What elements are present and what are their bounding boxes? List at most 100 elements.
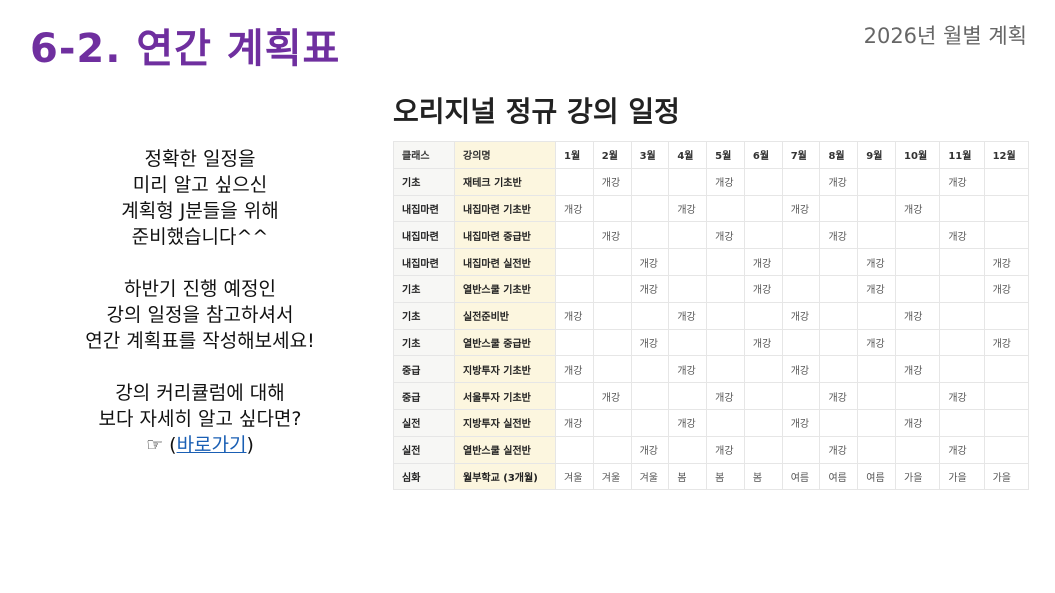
table-row: 기초 재테크 기초반 개강 개강 개강 개강 <box>393 167 1030 196</box>
month-cell: 개강 <box>983 328 1030 357</box>
month-cell <box>668 382 708 410</box>
course-name-cell: 열반스쿨 기초반 <box>454 274 556 303</box>
month-cell <box>630 382 670 410</box>
month-cell <box>857 355 897 384</box>
month-cell <box>743 221 783 250</box>
month-cell <box>630 355 670 384</box>
table-row: 기초 열반스쿨 기초반 개강 개강 개강 개강 <box>393 274 1030 303</box>
month-cell <box>819 301 859 330</box>
month-cell <box>706 355 745 384</box>
intro-line: 연간 계획표를 작성해보세요! <box>85 330 315 352</box>
month-cell: 개강 <box>743 274 783 303</box>
class-cell: 내집마련 <box>393 248 455 276</box>
month-cell <box>857 194 897 223</box>
month-cell <box>555 248 594 276</box>
month-cell <box>706 328 745 357</box>
month-cell <box>819 248 859 276</box>
month-cell <box>939 355 985 384</box>
month-cell <box>630 408 670 437</box>
month-cell <box>781 221 821 250</box>
month-cell: 개강 <box>630 435 670 464</box>
month-cell <box>630 167 670 196</box>
month-cell <box>592 328 632 357</box>
month-cell <box>592 435 632 464</box>
course-name-cell: 열반스쿨 중급반 <box>454 328 556 357</box>
month-cell: 개강 <box>939 221 985 250</box>
class-cell: 기초 <box>393 274 455 303</box>
intro-line: 준비했습니다^^ <box>131 226 269 248</box>
month-cell: 개강 <box>592 382 632 410</box>
month-cell <box>668 328 708 357</box>
month-cell: 개강 <box>857 328 897 357</box>
link-close: ) <box>246 434 254 456</box>
month-cell: 개강 <box>555 355 594 384</box>
table-row: 내집마련 내집마련 실전반 개강 개강 개강 개강 <box>393 248 1030 276</box>
month-cell: 개강 <box>630 248 670 276</box>
month-cell: 겨울 <box>592 462 632 491</box>
month-cell: 개강 <box>819 221 859 250</box>
month-cell <box>895 382 941 410</box>
column-header: 1월 <box>555 141 594 169</box>
month-cell <box>895 248 941 276</box>
schedule-table: 클래스 강의명 1월 2월 3월 4월 5월 6월 7월 8월 9월 10월 11월 12월 기초 재테크 … <box>393 141 1030 491</box>
month-cell <box>939 328 985 357</box>
month-cell: 개강 <box>706 221 745 250</box>
month-cell <box>706 408 745 437</box>
course-name-cell: 지방투자 기초반 <box>454 355 556 384</box>
intro-line: 계획형 J분들을 위해 <box>121 200 279 222</box>
month-cell <box>939 248 985 276</box>
month-cell <box>592 248 632 276</box>
month-cell <box>743 382 783 410</box>
month-cell: 개강 <box>939 167 985 196</box>
table-row: 심화 월부학교 (3개월) 겨울 겨울 겨울 봄 봄 봄 여름 여름 여름 가을 가을 가을 <box>393 462 1030 491</box>
month-cell <box>781 167 821 196</box>
month-cell <box>555 382 594 410</box>
column-header: 2월 <box>592 141 632 169</box>
month-cell: 개강 <box>555 301 594 330</box>
month-cell <box>781 435 821 464</box>
table-row: 기초 실전준비반 개강 개강 개강 개강 <box>393 301 1030 330</box>
month-cell: 봄 <box>743 462 783 491</box>
month-cell <box>706 301 745 330</box>
month-cell: 개강 <box>743 328 783 357</box>
month-cell <box>895 328 941 357</box>
intro-line: 강의 커리큘럼에 대해 <box>115 382 285 404</box>
month-cell <box>895 221 941 250</box>
course-name-cell: 월부학교 (3개월) <box>454 462 556 491</box>
month-cell <box>983 408 1030 437</box>
column-header: 강의명 <box>454 141 556 169</box>
intro-text: 정확한 일정을 미리 알고 싶으신 계획형 J분들을 위해 준비했습니다^^ 하반기 진… <box>40 146 360 458</box>
month-cell <box>857 301 897 330</box>
month-cell: 봄 <box>668 462 708 491</box>
month-cell: 가을 <box>983 462 1030 491</box>
month-cell <box>592 408 632 437</box>
month-cell <box>983 221 1030 250</box>
month-cell <box>983 194 1030 223</box>
month-cell: 봄 <box>706 462 745 491</box>
month-cell: 개강 <box>895 301 941 330</box>
month-cell <box>706 274 745 303</box>
month-cell <box>895 274 941 303</box>
month-cell <box>743 355 783 384</box>
intro-line: 보다 자세히 알고 싶다면? <box>98 408 302 430</box>
month-cell: 개강 <box>706 167 745 196</box>
month-cell <box>781 328 821 357</box>
month-cell: 개강 <box>592 167 632 196</box>
column-header: 4월 <box>668 141 708 169</box>
month-cell <box>668 274 708 303</box>
month-cell <box>555 435 594 464</box>
class-cell: 기초 <box>393 328 455 357</box>
month-cell <box>743 301 783 330</box>
month-cell <box>857 167 897 196</box>
month-cell <box>895 167 941 196</box>
shortcut-link[interactable]: 바로가기 <box>176 434 247 456</box>
month-cell <box>592 355 632 384</box>
header-row: 클래스 강의명 1월 2월 3월 4월 5월 6월 7월 8월 9월 10월 11월 12월 <box>393 141 1030 169</box>
month-cell <box>668 167 708 196</box>
month-cell: 개강 <box>857 248 897 276</box>
month-cell: 개강 <box>781 301 821 330</box>
class-cell: 기초 <box>393 167 455 196</box>
month-cell: 개강 <box>819 435 859 464</box>
month-cell: 개강 <box>895 408 941 437</box>
pointer-text: ☞ ( <box>146 434 177 456</box>
